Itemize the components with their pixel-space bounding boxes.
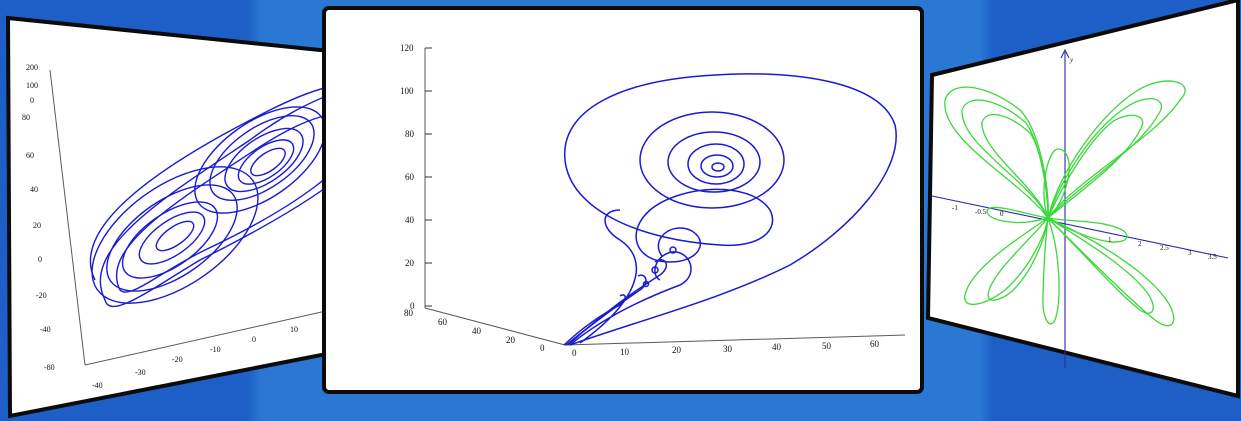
right-x-tick-4: 3	[1188, 249, 1192, 257]
right-x-tick-3: 2.5	[1160, 244, 1169, 252]
left-z-tick-6: 40	[30, 185, 38, 194]
right-left-tick-2: -0.5	[975, 208, 987, 216]
right-panel-axes	[931, 48, 1229, 368]
center-x-tick-20: 20	[672, 345, 682, 355]
center-x-tick-60: 60	[870, 339, 880, 349]
center-y-tick-40: 40	[472, 326, 482, 336]
center-z-tick-100: 100	[400, 86, 414, 96]
center-z-tick-20: 20	[405, 258, 415, 268]
left-x-tick-4: -10	[210, 345, 221, 354]
left-z-tick-10: -40	[40, 325, 51, 334]
center-spiral-curve	[563, 73, 897, 346]
center-z-tick-40: 40	[405, 215, 415, 225]
left-z-tick-2: 100	[26, 81, 38, 90]
center-y-tick-60: 60	[438, 317, 448, 327]
center-z-ticks: 120 100 80 60 40 20 0	[400, 43, 415, 311]
center-z-tick-60: 60	[405, 172, 415, 182]
right-y-label: y	[1069, 56, 1074, 64]
left-x-tick-2: -30	[135, 368, 146, 377]
left-z-tick-3: 0	[30, 96, 34, 105]
left-x-tick-1: -40	[92, 381, 103, 390]
center-x-tick-40: 40	[772, 342, 782, 352]
right-x-tick-2: 2	[1138, 240, 1142, 248]
center-y-ticks: 80 60 40 20 0	[404, 308, 545, 353]
center-z-tick-marks	[425, 47, 432, 307]
center-y-tick-80: 80	[404, 308, 414, 318]
center-x-tick-10: 10	[620, 347, 630, 357]
left-x-tick-3: -20	[172, 355, 183, 364]
center-panel-frame	[322, 6, 924, 394]
right-panel-frame	[925, 0, 1240, 399]
left-z-tick-9: -20	[36, 291, 47, 300]
center-y-tick-20: 20	[506, 335, 516, 345]
left-x-tick-5: 0	[252, 335, 256, 344]
center-z-tick-80: 80	[405, 129, 415, 139]
right-x-tick-5: 3.5	[1208, 253, 1217, 261]
left-z-tick-8: 0	[38, 255, 42, 264]
left-z-tick-4: 80	[22, 113, 30, 122]
left-z-tick-7: 20	[33, 221, 41, 230]
right-x-tick-1: 1	[1108, 236, 1112, 244]
left-x-tick-6: 10	[290, 325, 298, 334]
left-z-tick-11: -80	[44, 363, 55, 372]
right-panel-labels: y 1 2 2.5 3 3.5 -1 -0.5 0	[952, 56, 1217, 261]
center-x-tick-0: 0	[572, 348, 577, 358]
right-butterfly-curve	[944, 80, 1186, 327]
right-left-tick-3: 0	[1000, 210, 1004, 218]
center-x-tick-30: 30	[723, 344, 733, 354]
center-y-tick-0: 0	[540, 343, 545, 353]
center-x-ticks: 0 10 20 30 40 50 60	[572, 339, 880, 358]
right-left-tick-1: -1	[952, 204, 958, 212]
left-z-ticks: 200 100 0 80 60 40 20 0 -20 -40 -80	[22, 63, 55, 372]
left-z-tick-1: 200	[26, 63, 38, 72]
left-z-tick-5: 60	[26, 151, 34, 160]
center-z-tick-0: 0	[410, 301, 415, 311]
center-z-tick-120: 120	[400, 43, 414, 53]
center-x-tick-50: 50	[822, 341, 832, 351]
